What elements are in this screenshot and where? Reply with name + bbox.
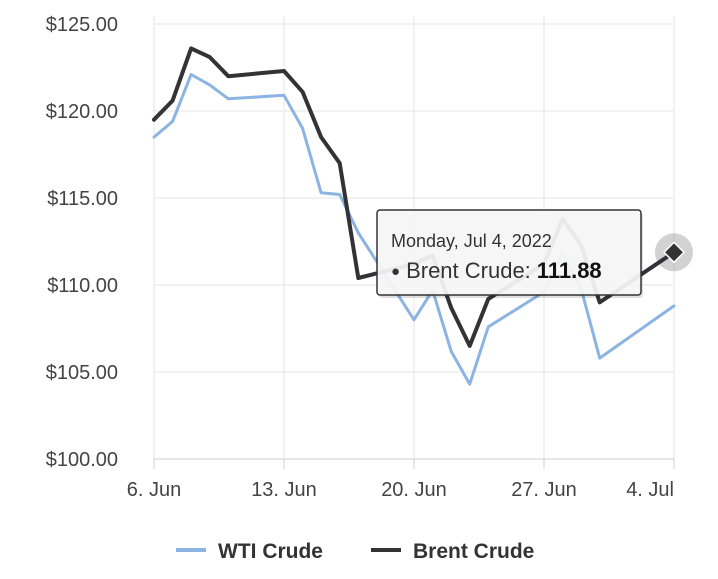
y-tick-label: $115.00 bbox=[47, 188, 118, 210]
y-tick-label: $125.00 bbox=[46, 14, 118, 36]
x-tick-label: 20. Jun bbox=[381, 479, 447, 501]
x-tick-label: 13. Jun bbox=[251, 479, 317, 501]
legend-item-wti[interactable]: WTI Crude bbox=[176, 540, 323, 563]
x-tick-label: 6. Jun bbox=[127, 479, 181, 501]
y-tick-label: $105.00 bbox=[46, 362, 118, 384]
tooltip-value: 111.88 bbox=[537, 258, 602, 283]
axes: $100.00 $105.00 $110.00 $115.00 $120.00 $125.… bbox=[46, 14, 675, 501]
tooltip-date: Monday, Jul 4, 2022 bbox=[391, 231, 552, 251]
tooltip-series-label: Brent Crude: bbox=[406, 258, 531, 283]
legend-label: WTI Crude bbox=[218, 540, 323, 563]
y-tick-label: $110.00 bbox=[47, 275, 118, 297]
tooltip-box bbox=[376, 209, 642, 296]
tooltip-series-line: ● Brent Crude: 111.88 bbox=[391, 258, 602, 283]
x-tick-label: 4. Jul bbox=[626, 479, 674, 501]
y-tick-label: $120.00 bbox=[46, 101, 118, 123]
legend: WTI Crude Brent Crude bbox=[176, 540, 534, 563]
legend-item-brent[interactable]: Brent Crude bbox=[371, 540, 534, 563]
x-tick-label: 27. Jun bbox=[511, 479, 577, 501]
legend-label: Brent Crude bbox=[413, 540, 534, 563]
y-tick-label: $100.00 bbox=[46, 449, 118, 471]
tooltip: Monday, Jul 4, 2022 ● Brent Crude: 111.88 bbox=[376, 209, 693, 298]
tooltip-bullet: ● bbox=[391, 263, 400, 280]
hover-point-marker[interactable] bbox=[662, 241, 686, 264]
